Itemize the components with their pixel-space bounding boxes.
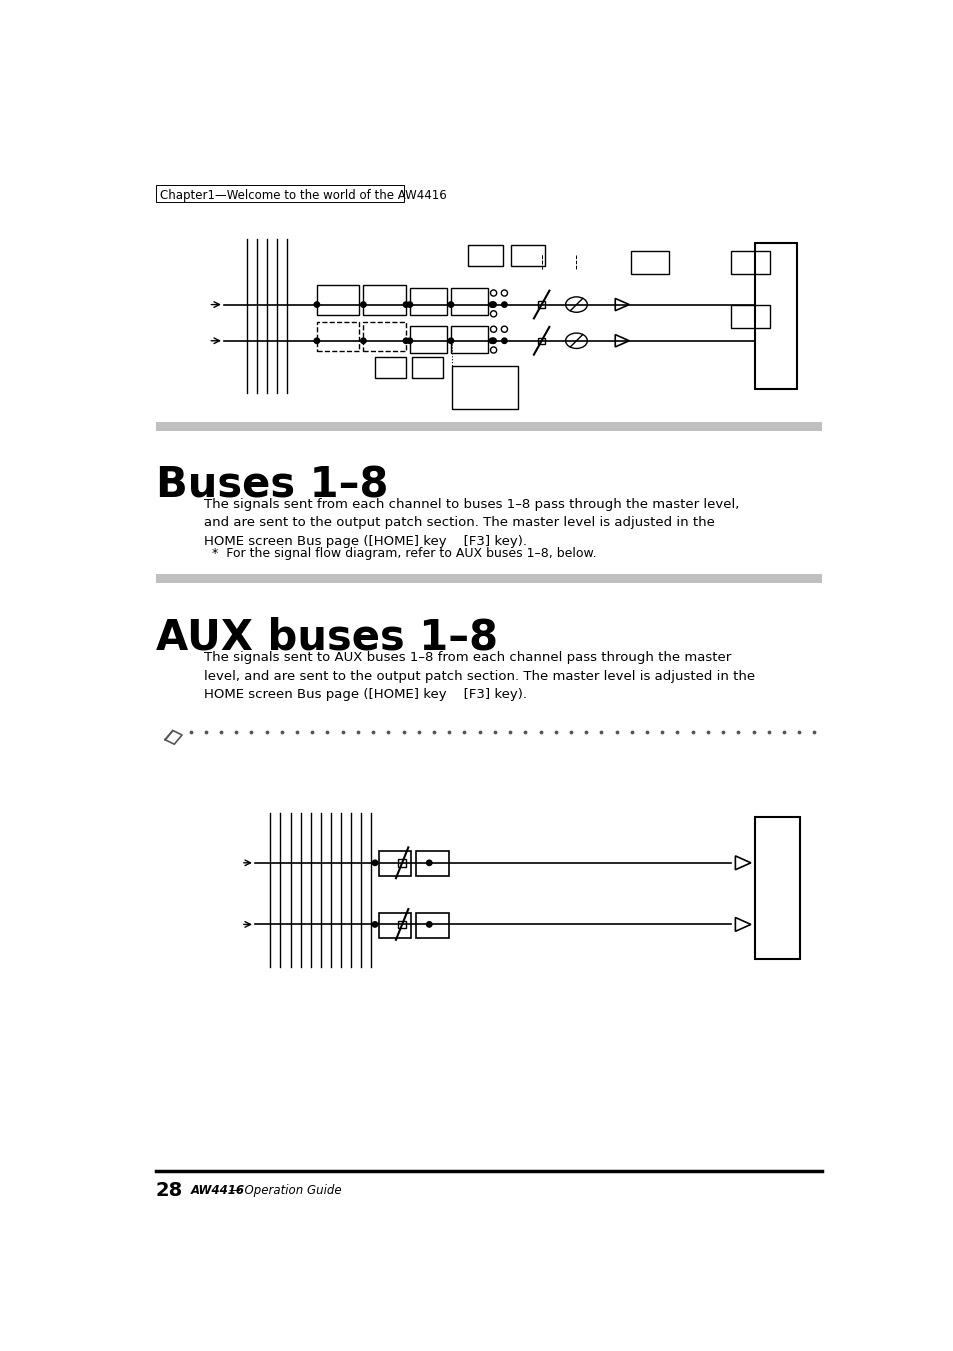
- Bar: [397, 859, 406, 867]
- Bar: [410, 326, 447, 353]
- Bar: [452, 366, 517, 408]
- Bar: [316, 322, 359, 351]
- Bar: [754, 816, 799, 959]
- Bar: [316, 285, 359, 315]
- Bar: [510, 245, 545, 266]
- Text: AW4416: AW4416: [191, 1185, 244, 1197]
- Bar: [363, 322, 406, 351]
- Bar: [410, 288, 447, 315]
- Bar: [630, 251, 669, 274]
- Circle shape: [407, 338, 412, 343]
- Circle shape: [360, 301, 366, 307]
- Bar: [155, 423, 821, 431]
- Bar: [468, 245, 502, 266]
- Circle shape: [426, 921, 432, 927]
- Bar: [537, 301, 545, 308]
- Circle shape: [403, 301, 408, 307]
- Bar: [155, 574, 821, 582]
- Bar: [754, 243, 797, 389]
- Bar: [451, 288, 488, 315]
- Bar: [416, 851, 448, 875]
- Text: *  For the signal flow diagram, refer to AUX buses 1–8, below.: * For the signal flow diagram, refer to …: [204, 547, 597, 561]
- Circle shape: [489, 301, 495, 307]
- Circle shape: [501, 301, 507, 307]
- Circle shape: [399, 861, 404, 866]
- Text: — Operation Guide: — Operation Guide: [229, 1185, 341, 1197]
- Circle shape: [489, 338, 495, 343]
- Circle shape: [314, 301, 319, 307]
- Circle shape: [491, 301, 496, 307]
- Text: 28: 28: [155, 1181, 183, 1200]
- Circle shape: [448, 338, 454, 343]
- Bar: [378, 851, 411, 875]
- Bar: [375, 357, 406, 378]
- Circle shape: [372, 921, 377, 927]
- Bar: [451, 326, 488, 353]
- Circle shape: [399, 921, 404, 927]
- Circle shape: [360, 338, 366, 343]
- Circle shape: [426, 861, 432, 866]
- Text: Buses 1–8: Buses 1–8: [155, 465, 388, 507]
- Text: AUX buses 1–8: AUX buses 1–8: [155, 616, 497, 658]
- Circle shape: [407, 301, 412, 307]
- Circle shape: [501, 338, 507, 343]
- Bar: [397, 920, 406, 928]
- Bar: [731, 251, 769, 274]
- Circle shape: [403, 338, 408, 343]
- Text: Chapter1—Welcome to the world of the AW4416: Chapter1—Welcome to the world of the AW4…: [159, 189, 446, 201]
- Bar: [412, 357, 443, 378]
- Text: The signals sent to AUX buses 1–8 from each channel pass through the master
leve: The signals sent to AUX buses 1–8 from e…: [204, 651, 755, 701]
- Bar: [731, 304, 769, 328]
- Circle shape: [448, 301, 454, 307]
- Circle shape: [372, 861, 377, 866]
- Circle shape: [491, 338, 496, 343]
- Bar: [537, 338, 545, 345]
- Bar: [155, 185, 403, 203]
- Bar: [363, 285, 406, 315]
- Bar: [378, 913, 411, 938]
- Bar: [416, 913, 448, 938]
- Circle shape: [314, 338, 319, 343]
- Text: The signals sent from each channel to buses 1–8 pass through the master level,
a: The signals sent from each channel to bu…: [204, 497, 740, 549]
